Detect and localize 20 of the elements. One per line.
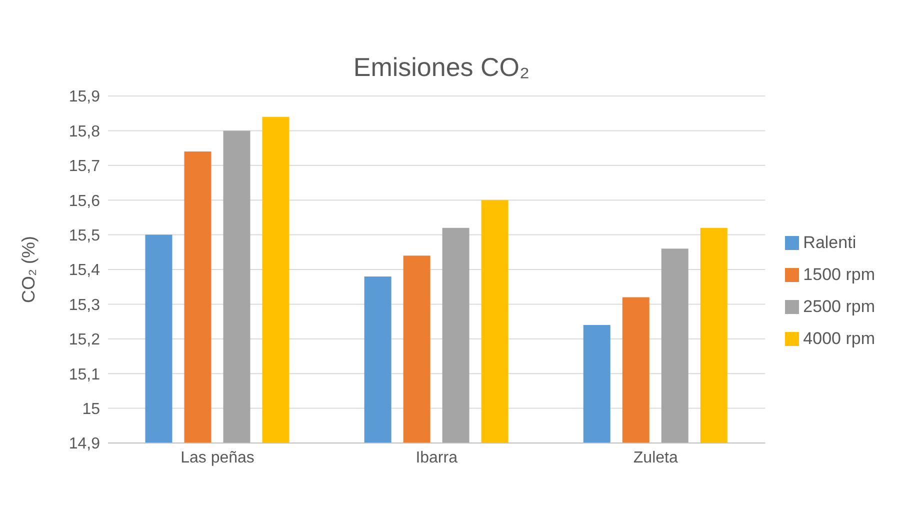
y-tick-label: 15,9 xyxy=(68,88,100,106)
y-tick-label: 15,6 xyxy=(68,192,100,210)
y-tick-label: 15,7 xyxy=(68,158,100,176)
y-tick-label: 15,5 xyxy=(68,227,100,244)
y-tick-label: 15,4 xyxy=(68,262,100,280)
y-tick-label: 15,8 xyxy=(68,123,100,140)
chart-title: Emisiones CO₂ xyxy=(352,51,531,84)
y-tick-label: 15,1 xyxy=(68,366,100,384)
legend-label: 1500 rpm xyxy=(803,264,875,284)
y-tick-label: 15,3 xyxy=(68,296,100,314)
y-tick-label: 15,2 xyxy=(68,332,100,349)
y-tick-label: 15 xyxy=(82,400,100,418)
x-tick-label: Las peñas xyxy=(180,449,254,466)
legend-label: 2500 rpm xyxy=(803,296,875,316)
x-tick-label: Ibarra xyxy=(416,449,458,466)
x-tick-label: Zuleta xyxy=(633,449,678,466)
y-axis-title: CO₂ (%) xyxy=(18,236,38,303)
y-tick-label: 14,9 xyxy=(68,436,100,453)
legend-label: 4000 rpm xyxy=(803,328,875,348)
legend-label: Ralenti xyxy=(803,232,856,252)
